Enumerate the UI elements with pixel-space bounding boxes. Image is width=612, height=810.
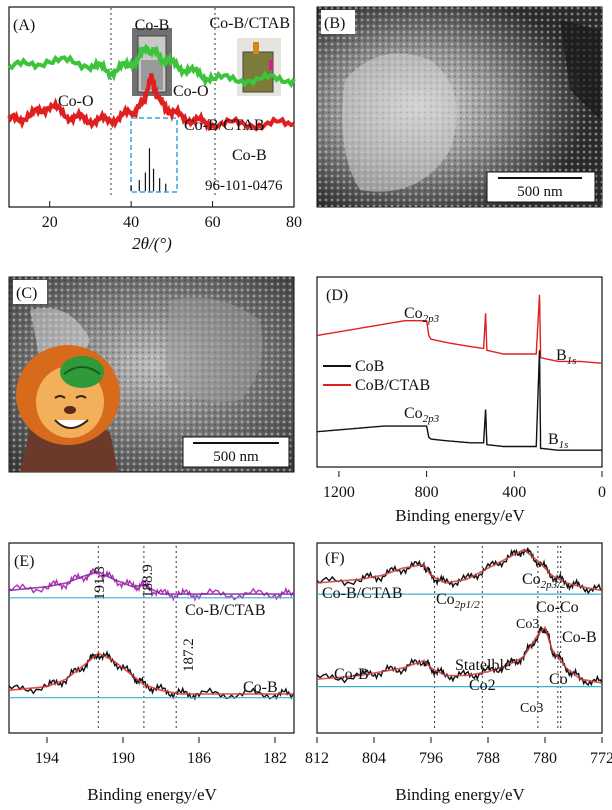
panel-e: (E) 191.3 188.9 187.2 Co-B/CTAB Co-B 194…	[8, 542, 295, 804]
legend-cob-ctab: CoB/CTAB	[355, 377, 430, 394]
tick-label-f-2: 796	[419, 750, 443, 767]
series-e-0	[8, 568, 295, 602]
fit-f-1	[316, 625, 603, 684]
label-ref-code: 96-101-0476	[205, 178, 283, 194]
panel-f: (F) Co-B/CTAB Co2p1/2 Co2p3/2 Co-Co Co3 …	[305, 542, 612, 804]
peak-label-191-3: 191.3	[92, 566, 108, 600]
panel-d: (D) Co2p3 Co2p3 B1s B1s CoB CoB/CTAB 120…	[316, 276, 606, 525]
label-series-cob: Co-B	[232, 147, 267, 164]
label-co2p3-bottom: Co2p3	[404, 405, 440, 425]
vial-photo-cob-ctab	[237, 38, 281, 96]
label-statelble: Statelble	[455, 657, 511, 674]
panel-e-ticks: 194 190 186 182	[35, 737, 287, 767]
panel-c-tag: (C)	[16, 285, 37, 302]
panel-b-tag: (B)	[324, 15, 345, 32]
peak-label-188-9: 188.9	[140, 564, 156, 598]
tick-label-f-5: 772	[590, 750, 612, 767]
tick-label-d-2: 400	[502, 484, 526, 501]
label-e-ctab: Co-B/CTAB	[185, 602, 266, 619]
tick-label-e-3: 182	[263, 750, 287, 767]
panel-f-plot	[316, 546, 603, 731]
panel-d-ticks: 1200 800 400 0	[323, 471, 606, 501]
peak-label-187-2: 187.2	[181, 638, 197, 672]
label-co: Co	[549, 671, 568, 688]
label-co3-top: Co3	[516, 617, 539, 632]
label-co2: Co2	[469, 677, 496, 694]
label-b1s-top: B1s	[556, 347, 576, 367]
panel-a-tag: (A)	[13, 17, 35, 34]
panel-f-ticks: 812 804 796 788 780 772	[305, 737, 612, 767]
label-co3-bottom: Co3	[520, 701, 543, 716]
label-f-cob-ctab: Co-B/CTAB	[322, 585, 403, 602]
label-co-co: Co-Co	[536, 599, 579, 616]
tick-label-e-2: 186	[187, 750, 211, 767]
label-co-b-ctab-top: Co-B/CTAB	[209, 15, 290, 32]
label-b1s-bottom: B1s	[548, 431, 568, 451]
panel-d-plot	[316, 294, 603, 451]
cartoon-lion-icon	[16, 345, 120, 472]
series-a-1	[7, 73, 295, 132]
label-f-cob-left: Co-B	[334, 666, 369, 683]
panel-a-ticks: 20 40 60 80	[42, 201, 302, 231]
fit-e-1	[8, 652, 294, 695]
label-e-cob: Co-B	[243, 679, 278, 696]
panel-d-xlabel: Binding energy/eV	[395, 506, 525, 525]
scalebar-b-label: 500 nm	[517, 184, 563, 200]
tick-label-f-1: 804	[362, 750, 386, 767]
tick-label-a-3: 80	[286, 214, 302, 231]
panel-e-xlabel: Binding energy/eV	[87, 785, 217, 804]
series-d-1	[316, 350, 602, 451]
label-co-o-left: Co-O	[58, 93, 94, 110]
panel-a-xlabel: 2θ/(°)	[132, 234, 172, 253]
panel-c: (C) 500 nm	[8, 276, 295, 473]
panel-e-plot	[8, 546, 295, 731]
panel-a: (A) Co-B Co-B/CTAB Co-O Co-O Co-B/CTAB C…	[7, 6, 302, 253]
label-co-b-top: Co-B	[135, 17, 170, 34]
tick-label-a-2: 60	[205, 214, 221, 231]
panel-f-tag: (F)	[325, 550, 345, 567]
series-d-0	[316, 294, 603, 364]
tick-label-d-1: 800	[415, 484, 439, 501]
tick-label-e-0: 194	[35, 750, 59, 767]
tick-label-f-0: 812	[305, 750, 329, 767]
tick-label-d-0: 1200	[323, 484, 355, 501]
tick-label-d-3: 0	[598, 484, 606, 501]
series-f-0	[316, 547, 603, 595]
tick-label-f-4: 780	[533, 750, 557, 767]
panel-a-plot	[7, 43, 296, 192]
panel-e-tag: (E)	[14, 553, 34, 570]
label-co2p32: Co2p3/2	[522, 571, 566, 591]
label-series-ctab: Co-B/CTAB	[184, 117, 265, 134]
label-co-o-mid: Co-O	[173, 83, 209, 100]
legend-cob: CoB	[355, 358, 384, 375]
fit-f-0	[316, 548, 603, 592]
label-co2p12: Co2p1/2	[436, 591, 480, 611]
label-co2p3-top: Co2p3	[404, 305, 440, 325]
tick-label-e-1: 190	[111, 750, 135, 767]
panel-d-tag: (D)	[326, 287, 348, 304]
tick-label-a-0: 20	[42, 214, 58, 231]
panel-b: (B) 500 nm	[316, 6, 603, 208]
label-f-cob-right: Co-B	[562, 629, 597, 646]
tick-label-a-1: 40	[123, 214, 139, 231]
scalebar-c-label: 500 nm	[213, 449, 259, 465]
highlight-box	[130, 117, 178, 193]
fit-e-0	[8, 571, 294, 595]
panel-f-xlabel: Binding energy/eV	[395, 785, 525, 804]
tick-label-f-3: 788	[476, 750, 500, 767]
series-a-0	[7, 43, 296, 89]
